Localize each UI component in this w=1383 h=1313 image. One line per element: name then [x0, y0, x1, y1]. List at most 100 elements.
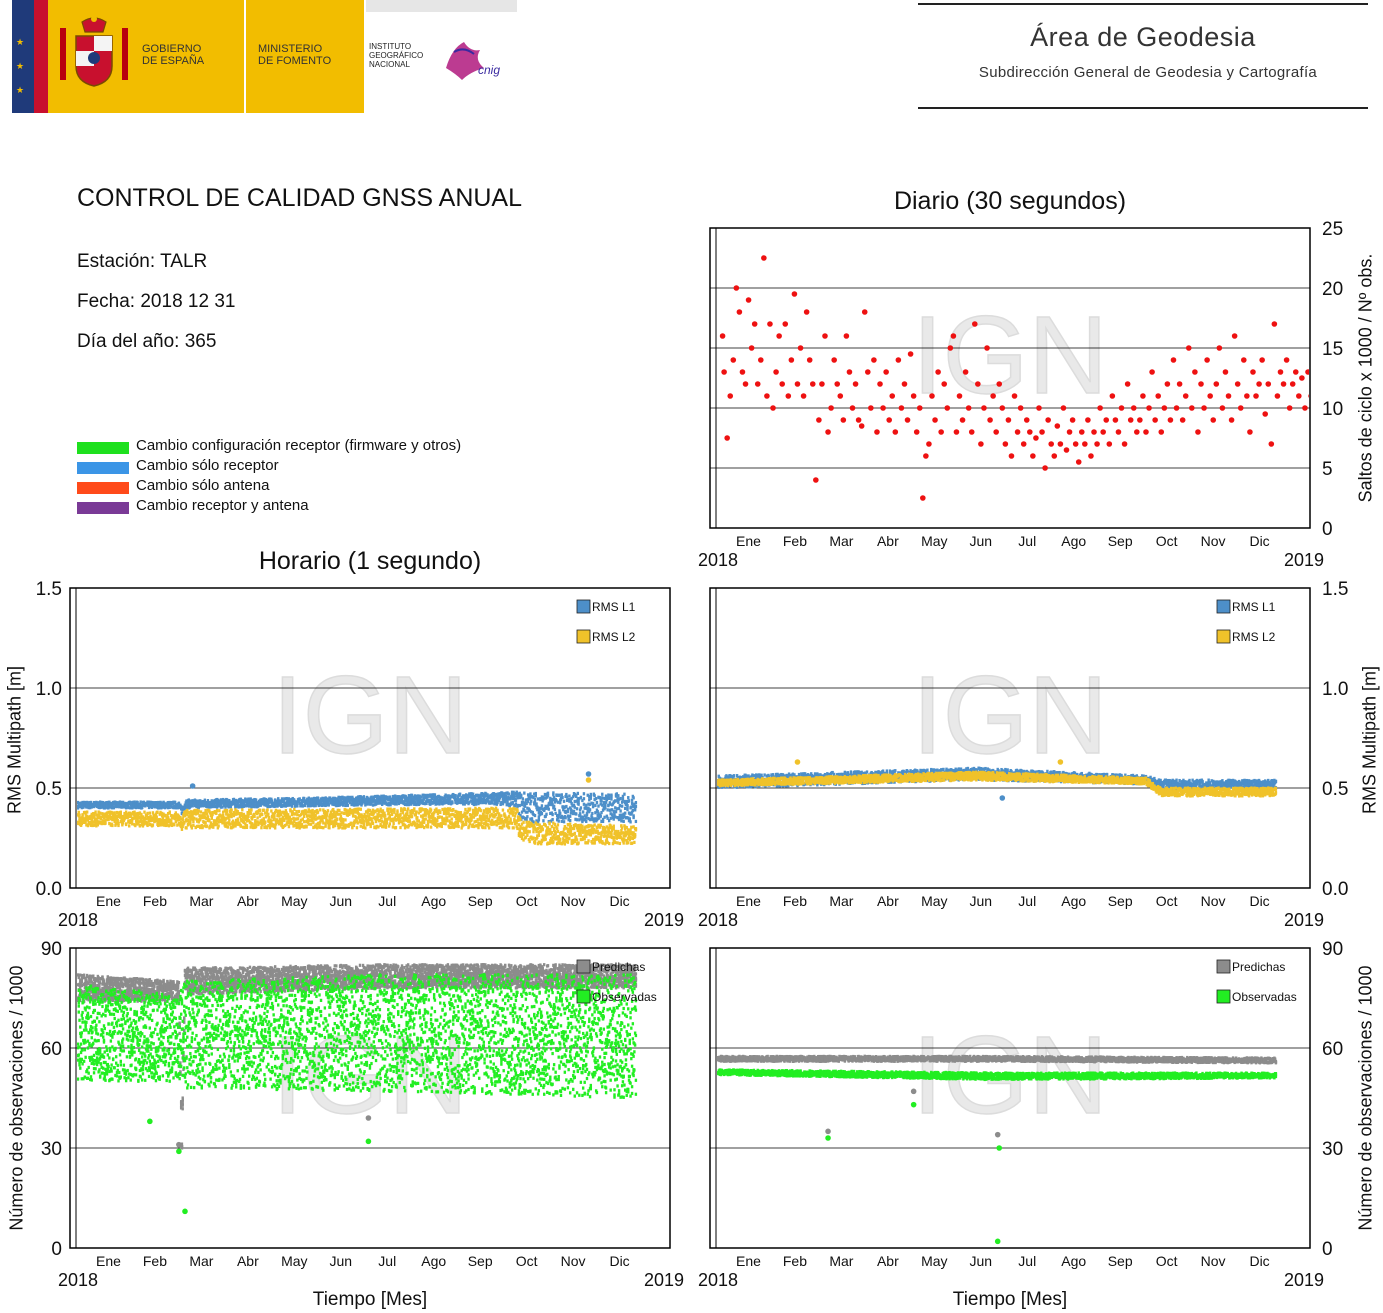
data-point [1109, 393, 1116, 399]
data-point [435, 799, 438, 803]
data-point [154, 812, 158, 816]
data-point [410, 812, 413, 817]
data-point [913, 429, 920, 435]
data-point [443, 801, 447, 805]
data-point [627, 796, 630, 800]
data-point [195, 817, 198, 821]
data-point [984, 345, 990, 351]
data-point [98, 815, 101, 819]
data-point [358, 815, 361, 819]
data-point [99, 816, 103, 820]
data-point [324, 822, 327, 826]
data-point [319, 808, 322, 812]
data-point [518, 829, 521, 833]
data-point [463, 802, 466, 806]
data-point [871, 357, 877, 363]
data-point [273, 801, 276, 805]
data-point [602, 834, 606, 838]
data-point [568, 829, 571, 834]
data-point [533, 823, 536, 828]
data-point [236, 819, 239, 823]
data-point [889, 393, 896, 399]
area-header: Área de Geodesia Subdirección General de… [918, 0, 1368, 113]
data-point [500, 814, 503, 818]
data-point [375, 796, 379, 800]
data-point [1130, 405, 1137, 411]
data-point [393, 807, 396, 812]
data-point [326, 809, 330, 813]
data-point [468, 820, 471, 824]
data-point [308, 804, 311, 808]
data-point [385, 821, 388, 825]
data-point [614, 810, 618, 814]
data-point [449, 794, 453, 799]
data-point [392, 822, 395, 826]
y-tick-label: 25 [1322, 219, 1343, 240]
data-point [768, 775, 771, 779]
data-point [929, 393, 935, 399]
data-point [170, 823, 174, 828]
data-point [1372, 381, 1378, 387]
data-point [528, 839, 531, 844]
data-point [233, 800, 236, 804]
data-point [456, 818, 460, 823]
data-point [733, 285, 740, 291]
data-point [495, 819, 499, 824]
data-point [935, 369, 941, 375]
data-point [280, 818, 284, 823]
data-point [538, 823, 541, 827]
data-point [136, 811, 139, 816]
data-point [132, 816, 135, 820]
data-point [260, 812, 264, 817]
data-point [507, 809, 510, 813]
data-point [436, 811, 440, 816]
data-point [248, 808, 252, 813]
data-point [575, 838, 579, 842]
data-point [591, 802, 595, 806]
data-point [144, 817, 148, 821]
data-point [374, 819, 378, 824]
month-label: Ene [736, 533, 761, 549]
data-point [526, 806, 529, 810]
data-point [364, 816, 368, 820]
data-point [429, 799, 433, 803]
data-point [364, 810, 368, 814]
data-point [524, 827, 528, 831]
data-point [215, 822, 219, 826]
data-point [527, 837, 531, 842]
data-point [566, 830, 570, 834]
data-point [606, 840, 609, 844]
data-point [121, 814, 125, 819]
data-point [102, 815, 106, 820]
data-point [602, 830, 606, 834]
data-point [417, 796, 421, 801]
data-point [910, 393, 917, 399]
data-point [129, 814, 132, 819]
data-point [601, 830, 604, 834]
data-point [241, 825, 245, 829]
data-point [537, 818, 541, 822]
data-point [517, 833, 521, 838]
data-point [497, 794, 501, 798]
data-point [831, 357, 837, 363]
data-point [85, 810, 89, 814]
data-point [565, 835, 569, 839]
data-point [572, 803, 576, 807]
y-tick-label: 0.5 [1322, 779, 1348, 800]
data-point [358, 813, 361, 817]
data-point [534, 794, 537, 798]
data-point [1360, 369, 1366, 375]
data-point [319, 825, 322, 829]
data-point [618, 803, 622, 808]
data-point [596, 810, 599, 814]
data-point [858, 423, 865, 429]
data-point [354, 810, 357, 814]
data-point [363, 819, 366, 823]
station-label: Estación: TALR [77, 251, 207, 273]
data-point [556, 800, 560, 804]
data-point [167, 824, 171, 828]
data-point [95, 813, 98, 817]
data-point [205, 824, 209, 828]
data-point [568, 806, 572, 810]
data-point [633, 832, 637, 837]
